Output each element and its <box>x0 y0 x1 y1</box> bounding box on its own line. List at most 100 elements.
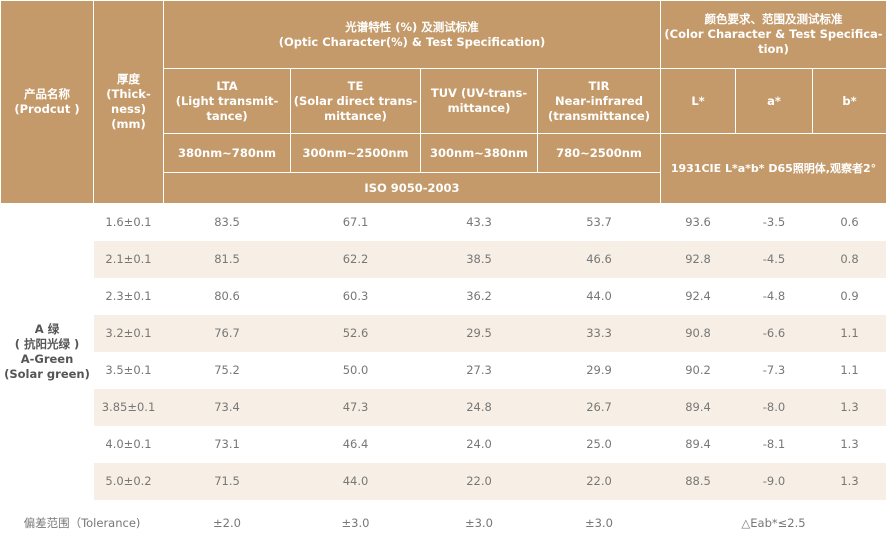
text-line: A-Green <box>20 351 74 366</box>
header-cell: 厚度 (Thick-ness) (mm) <box>93 0 164 204</box>
table-cell: 1.3 <box>840 437 859 451</box>
table-cell: -6.6 <box>735 314 813 352</box>
table-cell: 4.0±0.1 <box>105 437 152 451</box>
table-cell: △Eab*≤2.5 <box>741 515 806 530</box>
table-cell: 5.0±0.2 <box>93 462 164 500</box>
text-line: (transmittance) <box>548 108 650 123</box>
table-cell: 29.9 <box>586 363 612 377</box>
table-cell: 47.3 <box>290 388 421 426</box>
table-cell: 1.1 <box>812 314 886 352</box>
table-row: 5.0±0.2 71.5 44.0 22.0 22.0 88.5 -9.0 1.3 <box>1 462 886 500</box>
header-cell: a* <box>735 68 813 134</box>
table-cell: 52.6 <box>290 314 421 352</box>
table-cell: ±3.0 <box>465 515 493 530</box>
header-cell: 300nm~2500nm <box>290 133 421 173</box>
table-cell: -8.0 <box>735 388 813 426</box>
table-cell: 3.5±0.1 <box>105 363 152 377</box>
table-cell: 80.6 <box>214 289 240 303</box>
header-cell: 颜色要求、范围及测试标准 (Color Character & Test Spec… <box>660 0 886 69</box>
header-cell: b* <box>812 68 886 134</box>
table-row: 3.5±0.1 75.2 50.0 27.3 29.9 90.2 -7.3 1.1 <box>1 352 886 389</box>
product-cell: A 绿( 抗阳光绿 ) A-Green (Solar green) <box>0 203 94 500</box>
text-line: 产品名称 <box>24 87 70 101</box>
text-line: tion) <box>758 42 789 56</box>
table-cell: 25.0 <box>586 437 612 451</box>
table-cell: 2.3±0.1 <box>105 289 152 303</box>
table-cell: 62.2 <box>290 240 421 278</box>
header-cell: TUV (UV-trans-mittance) <box>420 68 538 134</box>
table-row: A 绿( 抗阳光绿 ) A-Green (Solar green) 1.6±0.1 83… <box>0 203 886 500</box>
table-cell: 71.5 <box>163 462 291 500</box>
table-row: 3.85±0.1 73.4 47.3 24.8 26.7 89.4 -8.0 1.3 <box>1 388 886 426</box>
table-cell: 46.6 <box>537 240 661 278</box>
table-cell: 36.2 <box>466 289 492 303</box>
text-line: mittance) <box>324 108 387 123</box>
table-cell: 27.3 <box>466 363 492 377</box>
table-cell: 38.5 <box>420 240 538 278</box>
text-line: TE <box>347 78 364 93</box>
table-cell: 22.0 <box>420 462 538 500</box>
table-cell: 44.0 <box>290 462 421 500</box>
text-line: (Thick- <box>106 87 151 101</box>
text-line: (Solar green) <box>4 366 90 381</box>
text-line: 颜色要求、范围及测试标准 <box>704 12 843 26</box>
table-cell: 53.7 <box>586 215 612 230</box>
table-cell: 0.8 <box>812 240 886 278</box>
table-cell: 89.4 <box>660 388 736 426</box>
table-cell: 0.6 <box>840 215 859 230</box>
table-cell: 33.3 <box>537 314 661 352</box>
table-cell: 89.4 <box>685 437 711 451</box>
table-cell: 92.4 <box>685 289 711 303</box>
text-line: A 绿 <box>34 321 60 336</box>
header-cell: L* <box>660 68 736 134</box>
table-cell: 29.5 <box>420 314 538 352</box>
table-cell: 1.1 <box>840 363 859 377</box>
header-cell: 光谱特性 (%) 及测试标准 (Optic Character(%) & Test… <box>163 0 661 69</box>
text-line: 光谱特性 (%) 及测试标准 <box>345 19 479 34</box>
header-cell: 380nm~780nm <box>163 133 291 173</box>
table-cell: 1.6±0.1 <box>105 215 152 230</box>
table-cell: 67.1 <box>342 215 369 230</box>
table-cell: ±2.0 <box>213 515 241 530</box>
table-cell: 1.3 <box>812 388 886 426</box>
table-cell: 24.0 <box>466 437 492 451</box>
table-cell: 44.0 <box>586 289 612 303</box>
header-cell: ISO 9050-2003 <box>163 172 661 204</box>
table-cell: 24.8 <box>420 388 538 426</box>
text-line: Near-infrared <box>555 93 643 108</box>
table-cell: -9.0 <box>735 462 813 500</box>
text-line: TUV (UV-trans- <box>430 86 528 100</box>
table-cell: 46.4 <box>342 437 369 451</box>
table-row: 2.1±0.1 81.5 62.2 38.5 46.6 92.8 -4.5 0.8 <box>1 240 886 278</box>
table-row: 3.2±0.1 76.7 52.6 29.5 33.3 90.8 -6.6 1.1 <box>1 314 886 352</box>
text-line: (Optic Character(%) & Test Specification… <box>278 34 546 49</box>
text-line: (mm) <box>111 117 146 131</box>
header-cell: TE (Solar direct trans-mittance) <box>290 68 421 134</box>
table-cell: 2.1±0.1 <box>93 240 164 278</box>
table-body: A 绿( 抗阳光绿 ) A-Green (Solar green) 1.6±0.1 83… <box>0 203 886 546</box>
table-cell: 0.9 <box>840 289 859 303</box>
text-line: ( 抗阳光绿 ) <box>14 336 80 351</box>
table-cell: 75.2 <box>214 363 240 377</box>
table-cell: 88.5 <box>660 462 736 500</box>
table-cell: -4.5 <box>735 240 813 278</box>
text-line: LTA <box>216 78 238 93</box>
text-line: (Color Character & Test Specifica- <box>664 27 883 41</box>
table-cell: 83.5 <box>214 215 240 230</box>
table-cell: 43.3 <box>466 215 492 230</box>
table-cell: -4.8 <box>762 289 786 303</box>
table-row: 2.3±0.1 80.6 60.3 36.2 44.0 92.4 -4.8 0.9 <box>1 278 886 315</box>
text-line: ness) <box>111 102 146 116</box>
table-cell: -3.5 <box>762 215 786 230</box>
table-cell: 90.2 <box>685 363 711 377</box>
text-line: (Light transmit- <box>175 93 279 108</box>
text-line: 厚度 <box>117 72 140 86</box>
table-cell: 50.0 <box>342 363 369 377</box>
table-cell: -7.3 <box>762 363 786 377</box>
table-cell: 偏差范围（Tolerance) <box>23 515 141 530</box>
table-cell: 1.3 <box>812 462 886 500</box>
header-cell: 780~2500nm <box>537 133 661 173</box>
table-cell: 3.2±0.1 <box>93 314 164 352</box>
